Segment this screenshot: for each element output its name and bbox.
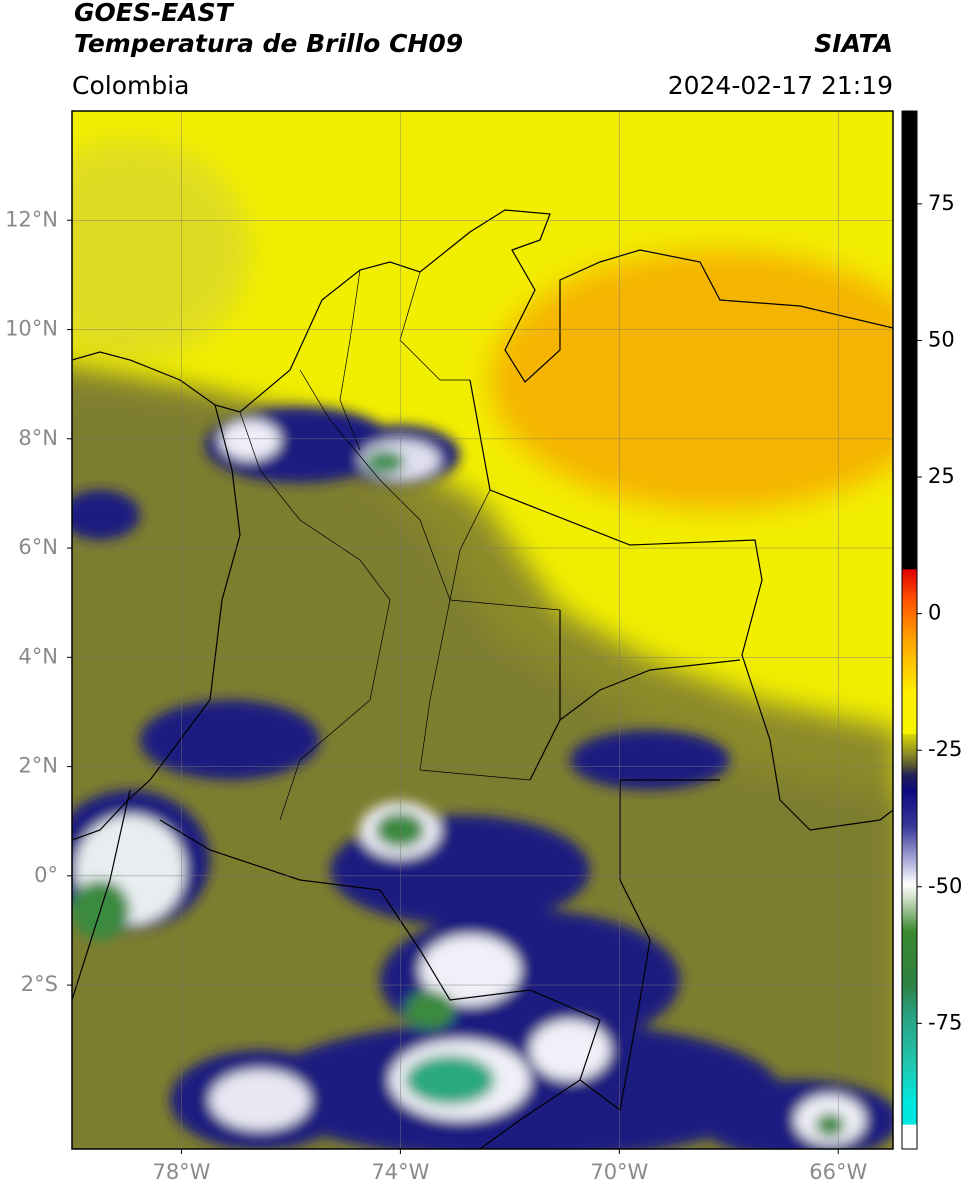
y-tick-label: 8°N <box>18 426 58 450</box>
colorbar-label: -25 <box>928 737 962 761</box>
y-tick-label: 10°N <box>5 317 58 341</box>
x-tick-label: 74°W <box>371 1160 429 1184</box>
graticule <box>72 111 893 1149</box>
source-label: SIATA <box>814 29 893 58</box>
y-tick-label: 4°N <box>18 644 58 668</box>
satellite-title: GOES-EAST <box>74 0 235 27</box>
y-tick-label: 6°N <box>18 535 58 559</box>
region-label: Colombia <box>72 71 189 100</box>
y-tick-label: 0° <box>34 863 58 887</box>
colorbar-label: 0 <box>928 601 941 625</box>
colorbar-label: 25 <box>928 464 955 488</box>
satellite-image <box>72 111 893 1149</box>
colorbar-label: 75 <box>928 191 955 215</box>
y-tick-label: 2°S <box>21 972 58 996</box>
x-tick-label: 78°W <box>152 1160 210 1184</box>
product-title: Temperatura de Brillo CH09 <box>74 29 463 58</box>
y-tick-label: 12°N <box>5 207 58 231</box>
timestamp: 2024-02-17 21:19 <box>668 71 893 100</box>
x-tick-label: 70°W <box>590 1160 648 1184</box>
colorbar-label: 50 <box>928 327 955 351</box>
colorbar-label: -50 <box>928 874 962 898</box>
colorbar-label: -75 <box>928 1010 962 1034</box>
colorbar <box>901 110 918 1150</box>
map-frame <box>71 110 894 1150</box>
x-tick-label: 66°W <box>809 1160 867 1184</box>
y-tick-label: 2°N <box>18 754 58 778</box>
